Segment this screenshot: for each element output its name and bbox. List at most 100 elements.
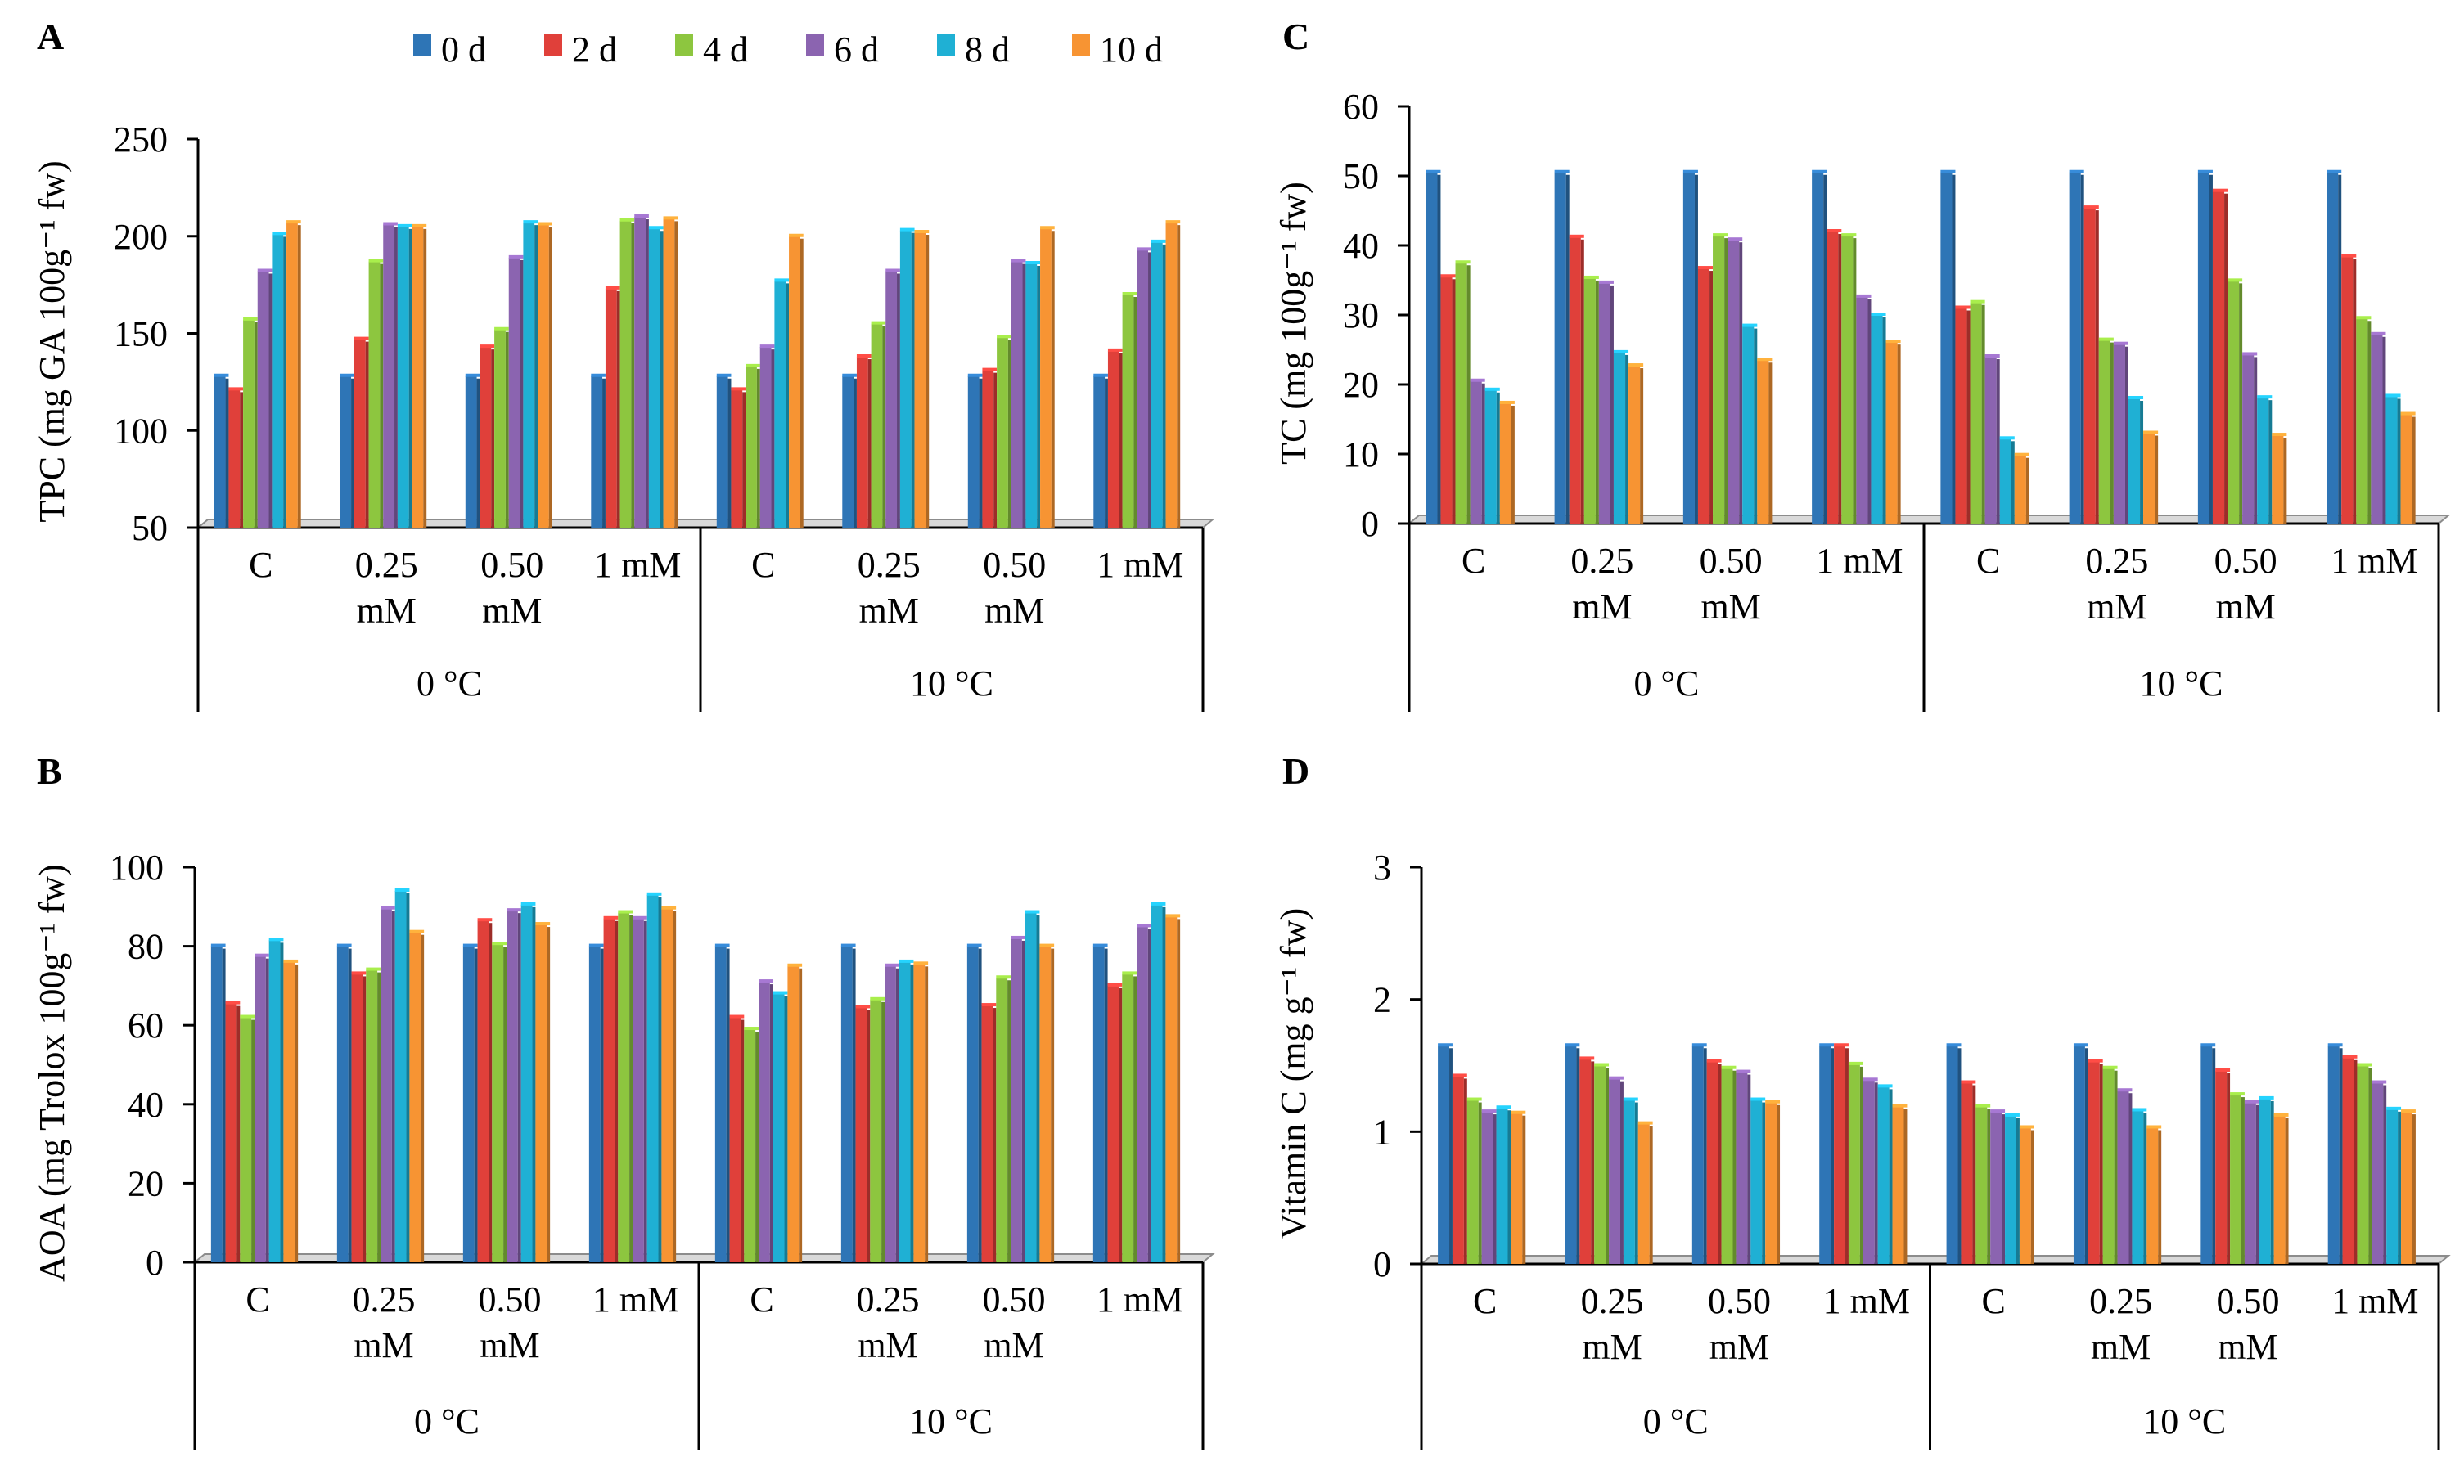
bar-face <box>899 961 911 1262</box>
bar <box>1426 169 1441 524</box>
bar-side <box>423 228 427 528</box>
category-label: 0.50 mM <box>1708 1281 1771 1367</box>
bar <box>351 971 367 1262</box>
bar-face <box>351 974 363 1262</box>
bar-side <box>295 964 299 1262</box>
bar-side <box>2114 1070 2118 1264</box>
bar-face <box>588 946 601 1262</box>
bar-top <box>759 979 773 983</box>
bar-face <box>1975 1106 1988 1264</box>
bar-side <box>1732 1070 1737 1264</box>
bar-top <box>2197 169 2213 173</box>
bar-top <box>1728 237 1743 241</box>
bar-top <box>272 232 287 236</box>
bar-face <box>1682 172 1695 524</box>
bar-face <box>746 366 757 528</box>
bar-top <box>885 963 899 967</box>
bar-side <box>1036 915 1040 1262</box>
y-tick-label: 80 <box>128 927 164 967</box>
panel-B: B AOA (mg Trolox 100g⁻¹ fw) 0 20 40 60 80 100 C 0… <box>32 750 1215 1450</box>
legend-item-2-d: 2 d <box>544 29 617 70</box>
bar-side <box>222 948 226 1262</box>
bar-face <box>1736 1072 1748 1264</box>
legend-swatch <box>1072 34 1090 56</box>
bar-face <box>1040 228 1052 528</box>
bar-top <box>716 373 732 377</box>
bar <box>1440 274 1456 524</box>
bar-face <box>2273 1115 2286 1264</box>
bar-side <box>1739 242 1743 524</box>
bar <box>1137 924 1151 1262</box>
panel-letter: D <box>1282 750 1309 792</box>
bar-top <box>286 220 301 224</box>
bar <box>1975 1104 1991 1264</box>
bar-face <box>409 932 421 1262</box>
bar-side <box>910 964 914 1262</box>
bar-top <box>2073 1043 2088 1047</box>
bar-top <box>1841 233 1857 237</box>
bar-top <box>494 326 509 331</box>
bar-side <box>406 893 410 1262</box>
bar-side <box>489 923 493 1262</box>
bar <box>714 943 730 1262</box>
bar <box>228 387 244 528</box>
bar <box>2273 1113 2289 1264</box>
bar-top <box>1484 387 1500 391</box>
bar-side <box>800 238 804 528</box>
bar <box>243 317 258 528</box>
bar-side <box>2270 1100 2274 1264</box>
legend-label: 2 d <box>572 29 617 70</box>
legend-label: 8 d <box>965 29 1010 70</box>
bar <box>257 268 273 528</box>
y-tick-label: 250 <box>114 119 168 160</box>
bar-face <box>1691 1046 1704 1264</box>
bar-face <box>2341 256 2354 524</box>
bar-top <box>210 943 226 947</box>
legend-swatch <box>675 34 693 56</box>
bar-top <box>2385 393 2401 398</box>
bar-side <box>867 1010 871 1262</box>
category-label: 0.50 mM <box>479 1279 542 1365</box>
bar <box>1871 313 1886 524</box>
bar-side <box>2212 1048 2216 1264</box>
bar <box>1892 1104 1908 1264</box>
group-label: 10 °C <box>2140 663 2223 704</box>
bar-side <box>1966 310 1971 524</box>
bar-top <box>240 1014 255 1019</box>
bar-side <box>1703 1048 1707 1264</box>
bar-top <box>1848 1061 1863 1065</box>
bar-side <box>1007 980 1011 1262</box>
bar-side <box>643 920 647 1262</box>
bar-top <box>1827 229 1842 232</box>
bar-side <box>280 942 284 1262</box>
bar-top <box>1863 1077 1878 1082</box>
bar-face <box>2385 396 2398 524</box>
bar-top <box>2132 1108 2147 1112</box>
bar-side <box>755 1032 759 1262</box>
bar-face <box>507 911 518 1262</box>
bar-side <box>771 349 775 528</box>
bar-top <box>731 387 746 391</box>
bar-face <box>1697 268 1710 524</box>
bar <box>214 373 229 528</box>
bar <box>648 226 664 528</box>
group-label: 0 °C <box>1643 1401 1709 1441</box>
bar-side <box>517 913 521 1262</box>
category-label: C <box>1976 541 2000 581</box>
bar-side <box>1649 1126 1653 1264</box>
bar-side <box>520 259 524 528</box>
bar-top <box>1466 1097 1482 1101</box>
bar-top <box>2212 188 2228 192</box>
bars <box>214 214 1181 528</box>
bar-face <box>1970 302 1982 524</box>
bar-top <box>603 915 619 920</box>
bar-top <box>1697 266 1714 270</box>
bar-side <box>911 232 915 528</box>
y-tick-label: 40 <box>128 1085 164 1125</box>
bar-side <box>1119 353 1123 528</box>
bar-face <box>1466 1100 1479 1264</box>
y-axis-label: Vitamin C (mg g⁻¹ fw) <box>1273 908 1313 1239</box>
bar-face <box>1877 1086 1890 1264</box>
category-label: 0.25 mM <box>353 1279 416 1365</box>
bar-side <box>1177 919 1181 1262</box>
